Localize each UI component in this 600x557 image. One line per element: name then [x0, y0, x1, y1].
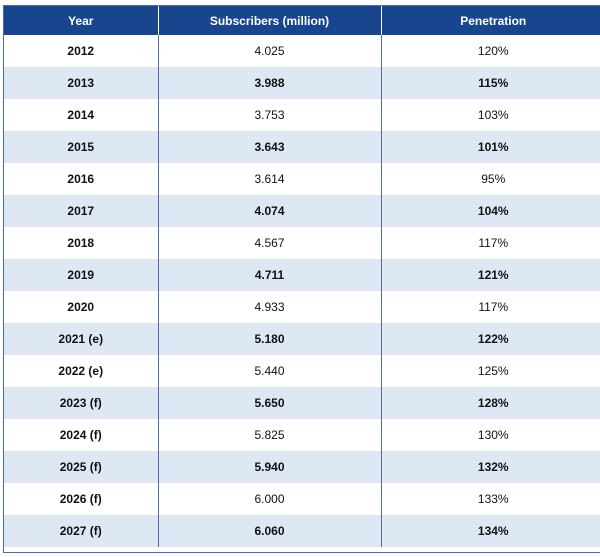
- subscribers-cell: 6.000: [157, 483, 381, 515]
- penetration-cell: 134%: [380, 515, 600, 547]
- table-row: 2022 (e) 5.440 125%: [4, 355, 600, 387]
- subscribers-cell: 5.440: [157, 355, 381, 387]
- column-header-penetration: Penetration: [380, 6, 600, 35]
- table-row: 2020 4.933 117%: [4, 291, 600, 323]
- penetration-cell: 128%: [380, 387, 600, 419]
- year-cell: 2016: [4, 163, 158, 195]
- year-cell: 2027 (f): [4, 515, 158, 547]
- table-row: 2025 (f) 5.940 132%: [4, 451, 600, 483]
- penetration-cell: 115%: [380, 67, 600, 99]
- year-cell: 2012: [4, 35, 158, 67]
- table-row: 2026 (f) 6.000 133%: [4, 483, 600, 515]
- column-header-subscribers: Subscribers (million): [157, 6, 381, 35]
- subscribers-cell: 4.933: [157, 291, 381, 323]
- table-row: 2013 3.988 115%: [4, 67, 600, 99]
- data-table-container: Year Subscribers (million) Penetration 2…: [3, 5, 600, 553]
- subscribers-cell: 5.940: [157, 451, 381, 483]
- penetration-cell: 101%: [380, 131, 600, 163]
- table-header: Year Subscribers (million) Penetration: [4, 6, 600, 35]
- penetration-cell: 132%: [380, 451, 600, 483]
- subscribers-cell: 3.614: [157, 163, 381, 195]
- penetration-cell: 122%: [380, 323, 600, 355]
- table-row: 2024 (f) 5.825 130%: [4, 419, 600, 451]
- penetration-cell: 125%: [380, 355, 600, 387]
- penetration-cell: 117%: [380, 291, 600, 323]
- year-cell: 2026 (f): [4, 483, 158, 515]
- penetration-cell: 117%: [380, 227, 600, 259]
- subscribers-cell: 3.753: [157, 99, 381, 131]
- table-row: 2023 (f) 5.650 128%: [4, 387, 600, 419]
- subscribers-cell: 4.567: [157, 227, 381, 259]
- year-cell: 2022 (e): [4, 355, 158, 387]
- subscribers-cell: 3.643: [157, 131, 381, 163]
- header-row: Year Subscribers (million) Penetration: [4, 6, 600, 35]
- column-header-year: Year: [4, 6, 158, 35]
- year-cell: 2018: [4, 227, 158, 259]
- table-row: 2021 (e) 5.180 122%: [4, 323, 600, 355]
- table-row: 2017 4.074 104%: [4, 195, 600, 227]
- subscribers-cell: 5.180: [157, 323, 381, 355]
- year-cell: 2021 (e): [4, 323, 158, 355]
- year-cell: 2013: [4, 67, 158, 99]
- penetration-cell: 103%: [380, 99, 600, 131]
- subscribers-cell: 4.074: [157, 195, 381, 227]
- subscribers-cell: 4.711: [157, 259, 381, 291]
- year-cell: 2024 (f): [4, 419, 158, 451]
- year-cell: 2019: [4, 259, 158, 291]
- subscribers-table: Year Subscribers (million) Penetration 2…: [4, 6, 600, 547]
- penetration-cell: 120%: [380, 35, 600, 67]
- subscribers-cell: 5.825: [157, 419, 381, 451]
- penetration-cell: 121%: [380, 259, 600, 291]
- year-cell: 2014: [4, 99, 158, 131]
- subscribers-cell: 6.060: [157, 515, 381, 547]
- subscribers-cell: 5.650: [157, 387, 381, 419]
- table-row: 2027 (f) 6.060 134%: [4, 515, 600, 547]
- table-body: 2012 4.025 120% 2013 3.988 115% 2014 3.753 103% 2…: [4, 35, 600, 547]
- year-cell: 2025 (f): [4, 451, 158, 483]
- year-cell: 2020: [4, 291, 158, 323]
- year-cell: 2023 (f): [4, 387, 158, 419]
- penetration-cell: 130%: [380, 419, 600, 451]
- table-row: 2019 4.711 121%: [4, 259, 600, 291]
- table-row: 2014 3.753 103%: [4, 99, 600, 131]
- penetration-cell: 133%: [380, 483, 600, 515]
- subscribers-cell: 3.988: [157, 67, 381, 99]
- year-cell: 2017: [4, 195, 158, 227]
- table-row: 2012 4.025 120%: [4, 35, 600, 67]
- penetration-cell: 104%: [380, 195, 600, 227]
- subscribers-cell: 4.025: [157, 35, 381, 67]
- table-row: 2018 4.567 117%: [4, 227, 600, 259]
- penetration-cell: 95%: [380, 163, 600, 195]
- year-cell: 2015: [4, 131, 158, 163]
- table-row: 2015 3.643 101%: [4, 131, 600, 163]
- table-row: 2016 3.614 95%: [4, 163, 600, 195]
